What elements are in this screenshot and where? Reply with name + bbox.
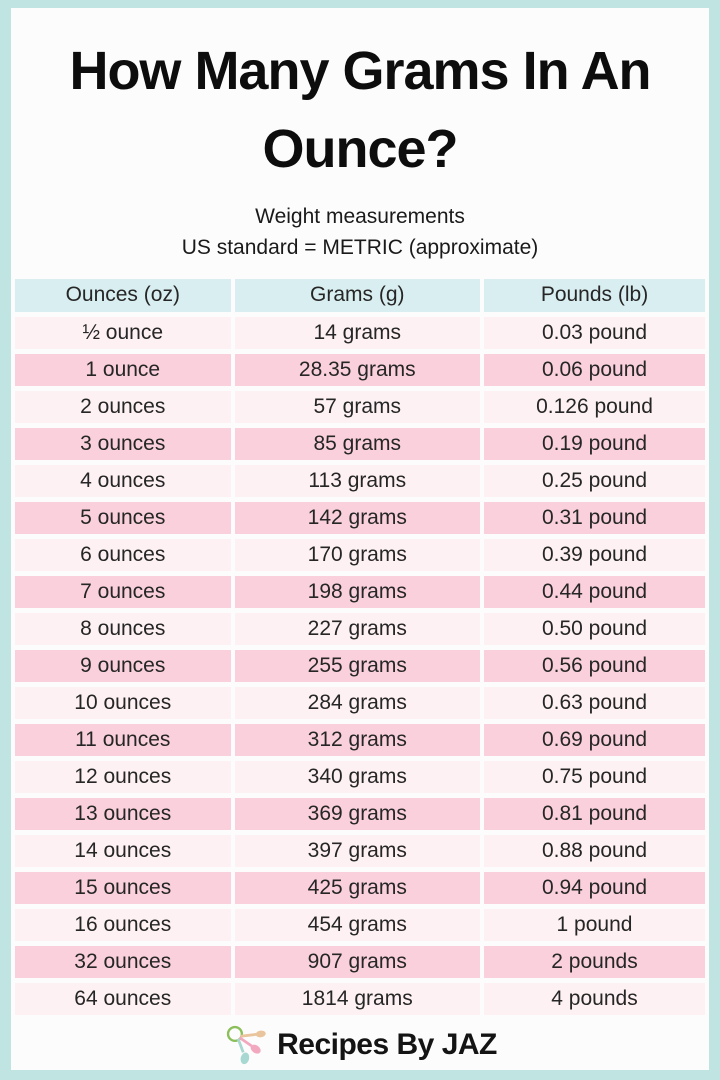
table-cell: 16 ounces <box>15 908 231 941</box>
table-cell: 0.19 pound <box>484 427 705 460</box>
column-header-pounds: Pounds (lb) <box>484 278 705 312</box>
table-cell: 32 ounces <box>15 945 231 978</box>
table-cell: 57 grams <box>234 390 481 423</box>
table-cell: 0.03 pound <box>484 316 705 349</box>
page-subtitle: Weight measurements US standard = METRIC… <box>11 201 709 264</box>
table-cell: 28.35 grams <box>234 353 481 386</box>
table-cell: 113 grams <box>234 464 481 497</box>
column-header-grams: Grams (g) <box>234 278 481 312</box>
table-row: 2 ounces 57 grams 0.126 pound <box>15 390 705 423</box>
table-cell: 0.126 pound <box>484 390 705 423</box>
table-row: 14 ounces 397 grams 0.88 pound <box>15 834 705 867</box>
table-row: 9 ounces 255 grams 0.56 pound <box>15 649 705 682</box>
poster-inner: How Many Grams In An Ounce? Weight measu… <box>11 8 709 1070</box>
table-row: 15 ounces 425 grams 0.94 pound <box>15 871 705 904</box>
table-row: 12 ounces 340 grams 0.75 pound <box>15 760 705 793</box>
table-cell: 8 ounces <box>15 612 231 645</box>
table-row: 1 ounce 28.35 grams 0.06 pound <box>15 353 705 386</box>
conversion-table-body: ½ ounce 14 grams 0.03 pound 1 ounce 28.35 gr… <box>15 316 705 1015</box>
table-cell: 3 ounces <box>15 427 231 460</box>
measuring-spoons-icon <box>223 1023 269 1067</box>
table-cell: 0.75 pound <box>484 760 705 793</box>
table-header-row: Ounces (oz) Grams (g) Pounds (lb) <box>15 278 705 312</box>
table-cell: 11 ounces <box>15 723 231 756</box>
table-row: ½ ounce 14 grams 0.03 pound <box>15 316 705 349</box>
table-cell: 0.25 pound <box>484 464 705 497</box>
table-cell: 142 grams <box>234 501 481 534</box>
brand-name: Recipes By JAZ <box>277 1027 497 1061</box>
column-header-ounces: Ounces (oz) <box>15 278 231 312</box>
table-cell: 5 ounces <box>15 501 231 534</box>
table-cell: 1 pound <box>484 908 705 941</box>
table-cell: 2 ounces <box>15 390 231 423</box>
table-cell: 425 grams <box>234 871 481 904</box>
table-cell: 0.50 pound <box>484 612 705 645</box>
table-cell: 6 ounces <box>15 538 231 571</box>
table-cell: 198 grams <box>234 575 481 608</box>
table-cell: 14 ounces <box>15 834 231 867</box>
table-cell: 7 ounces <box>15 575 231 608</box>
table-cell: 0.63 pound <box>484 686 705 719</box>
page-title: How Many Grams In An Ounce? <box>11 32 709 189</box>
table-cell: 0.31 pound <box>484 501 705 534</box>
table-row: 16 ounces 454 grams 1 pound <box>15 908 705 941</box>
table-cell: 64 ounces <box>15 982 231 1015</box>
table-cell: 227 grams <box>234 612 481 645</box>
table-cell: 0.88 pound <box>484 834 705 867</box>
subtitle-line2: US standard = METRIC (approximate) <box>181 236 539 260</box>
table-cell: 0.39 pound <box>484 538 705 571</box>
table-cell: 1 ounce <box>15 353 231 386</box>
table-cell: 13 ounces <box>15 797 231 830</box>
table-row: 32 ounces 907 grams 2 pounds <box>15 945 705 978</box>
subtitle-line1: Weight measurements <box>255 204 465 228</box>
table-cell: 0.06 pound <box>484 353 705 386</box>
table-cell: 170 grams <box>234 538 481 571</box>
table-row: 64 ounces 1814 grams 4 pounds <box>15 982 705 1015</box>
table-cell: 4 pounds <box>484 982 705 1015</box>
conversion-table: Ounces (oz) Grams (g) Pounds (lb) ½ ounc… <box>11 274 709 1020</box>
table-cell: 85 grams <box>234 427 481 460</box>
table-cell: 312 grams <box>234 723 481 756</box>
table-cell: 0.44 pound <box>484 575 705 608</box>
table-row: 6 ounces 170 grams 0.39 pound <box>15 538 705 571</box>
page-title-line1: How Many Grams In An <box>69 41 651 101</box>
table-cell: 12 ounces <box>15 760 231 793</box>
table-cell: 9 ounces <box>15 649 231 682</box>
table-cell: 14 grams <box>234 316 481 349</box>
table-cell: 0.69 pound <box>484 723 705 756</box>
table-cell: 454 grams <box>234 908 481 941</box>
table-cell: 340 grams <box>234 760 481 793</box>
brand-footer: Recipes By JAZ <box>11 1020 709 1070</box>
table-cell: 4 ounces <box>15 464 231 497</box>
table-row: 7 ounces 198 grams 0.44 pound <box>15 575 705 608</box>
table-cell: ½ ounce <box>15 316 231 349</box>
table-cell: 284 grams <box>234 686 481 719</box>
table-cell: 255 grams <box>234 649 481 682</box>
table-cell: 369 grams <box>234 797 481 830</box>
table-cell: 0.56 pound <box>484 649 705 682</box>
table-row: 8 ounces 227 grams 0.50 pound <box>15 612 705 645</box>
table-cell: 0.94 pound <box>484 871 705 904</box>
table-cell: 15 ounces <box>15 871 231 904</box>
table-cell: 0.81 pound <box>484 797 705 830</box>
page-title-line2: Ounce? <box>262 119 458 180</box>
table-cell: 397 grams <box>234 834 481 867</box>
table-row: 10 ounces 284 grams 0.63 pound <box>15 686 705 719</box>
table-cell: 2 pounds <box>484 945 705 978</box>
table-cell: 907 grams <box>234 945 481 978</box>
table-row: 5 ounces 142 grams 0.31 pound <box>15 501 705 534</box>
table-cell: 10 ounces <box>15 686 231 719</box>
table-row: 3 ounces 85 grams 0.19 pound <box>15 427 705 460</box>
table-row: 4 ounces 113 grams 0.25 pound <box>15 464 705 497</box>
table-cell: 1814 grams <box>234 982 481 1015</box>
table-row: 13 ounces 369 grams 0.81 pound <box>15 797 705 830</box>
table-row: 11 ounces 312 grams 0.69 pound <box>15 723 705 756</box>
